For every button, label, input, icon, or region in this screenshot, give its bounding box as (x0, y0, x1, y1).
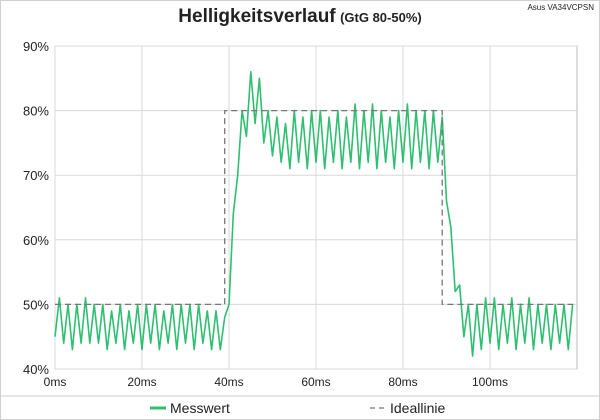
y-tick-label: 80% (23, 104, 49, 119)
y-tick-label: 50% (23, 297, 49, 312)
x-tick-label: 0ms (44, 375, 67, 389)
series-line (55, 109, 577, 306)
x-tick-label: 20ms (127, 375, 156, 389)
x-tick-label: 80ms (388, 375, 417, 389)
series-line (54, 71, 574, 357)
x-tick-label: 40ms (214, 375, 243, 389)
chart-heading: Helligkeitsverlauf (GtG 80-50%) (178, 6, 421, 27)
legend-label: Messwert (170, 400, 230, 416)
x-tick-label: 60ms (301, 375, 330, 389)
y-tick-label: 40% (23, 362, 49, 377)
annotation: Asus VA34VCPSN (527, 3, 594, 12)
y-tick-label: 60% (23, 233, 49, 248)
chart-subtitle: (GtG 80-50%) (340, 10, 422, 25)
y-tick-label: 90% (23, 39, 49, 54)
y-tick-label: 70% (23, 168, 49, 183)
chart-title: Helligkeitsverlauf (178, 6, 336, 27)
legend-label: Ideallinie (390, 400, 445, 416)
x-tick-label: 100ms (472, 375, 508, 389)
